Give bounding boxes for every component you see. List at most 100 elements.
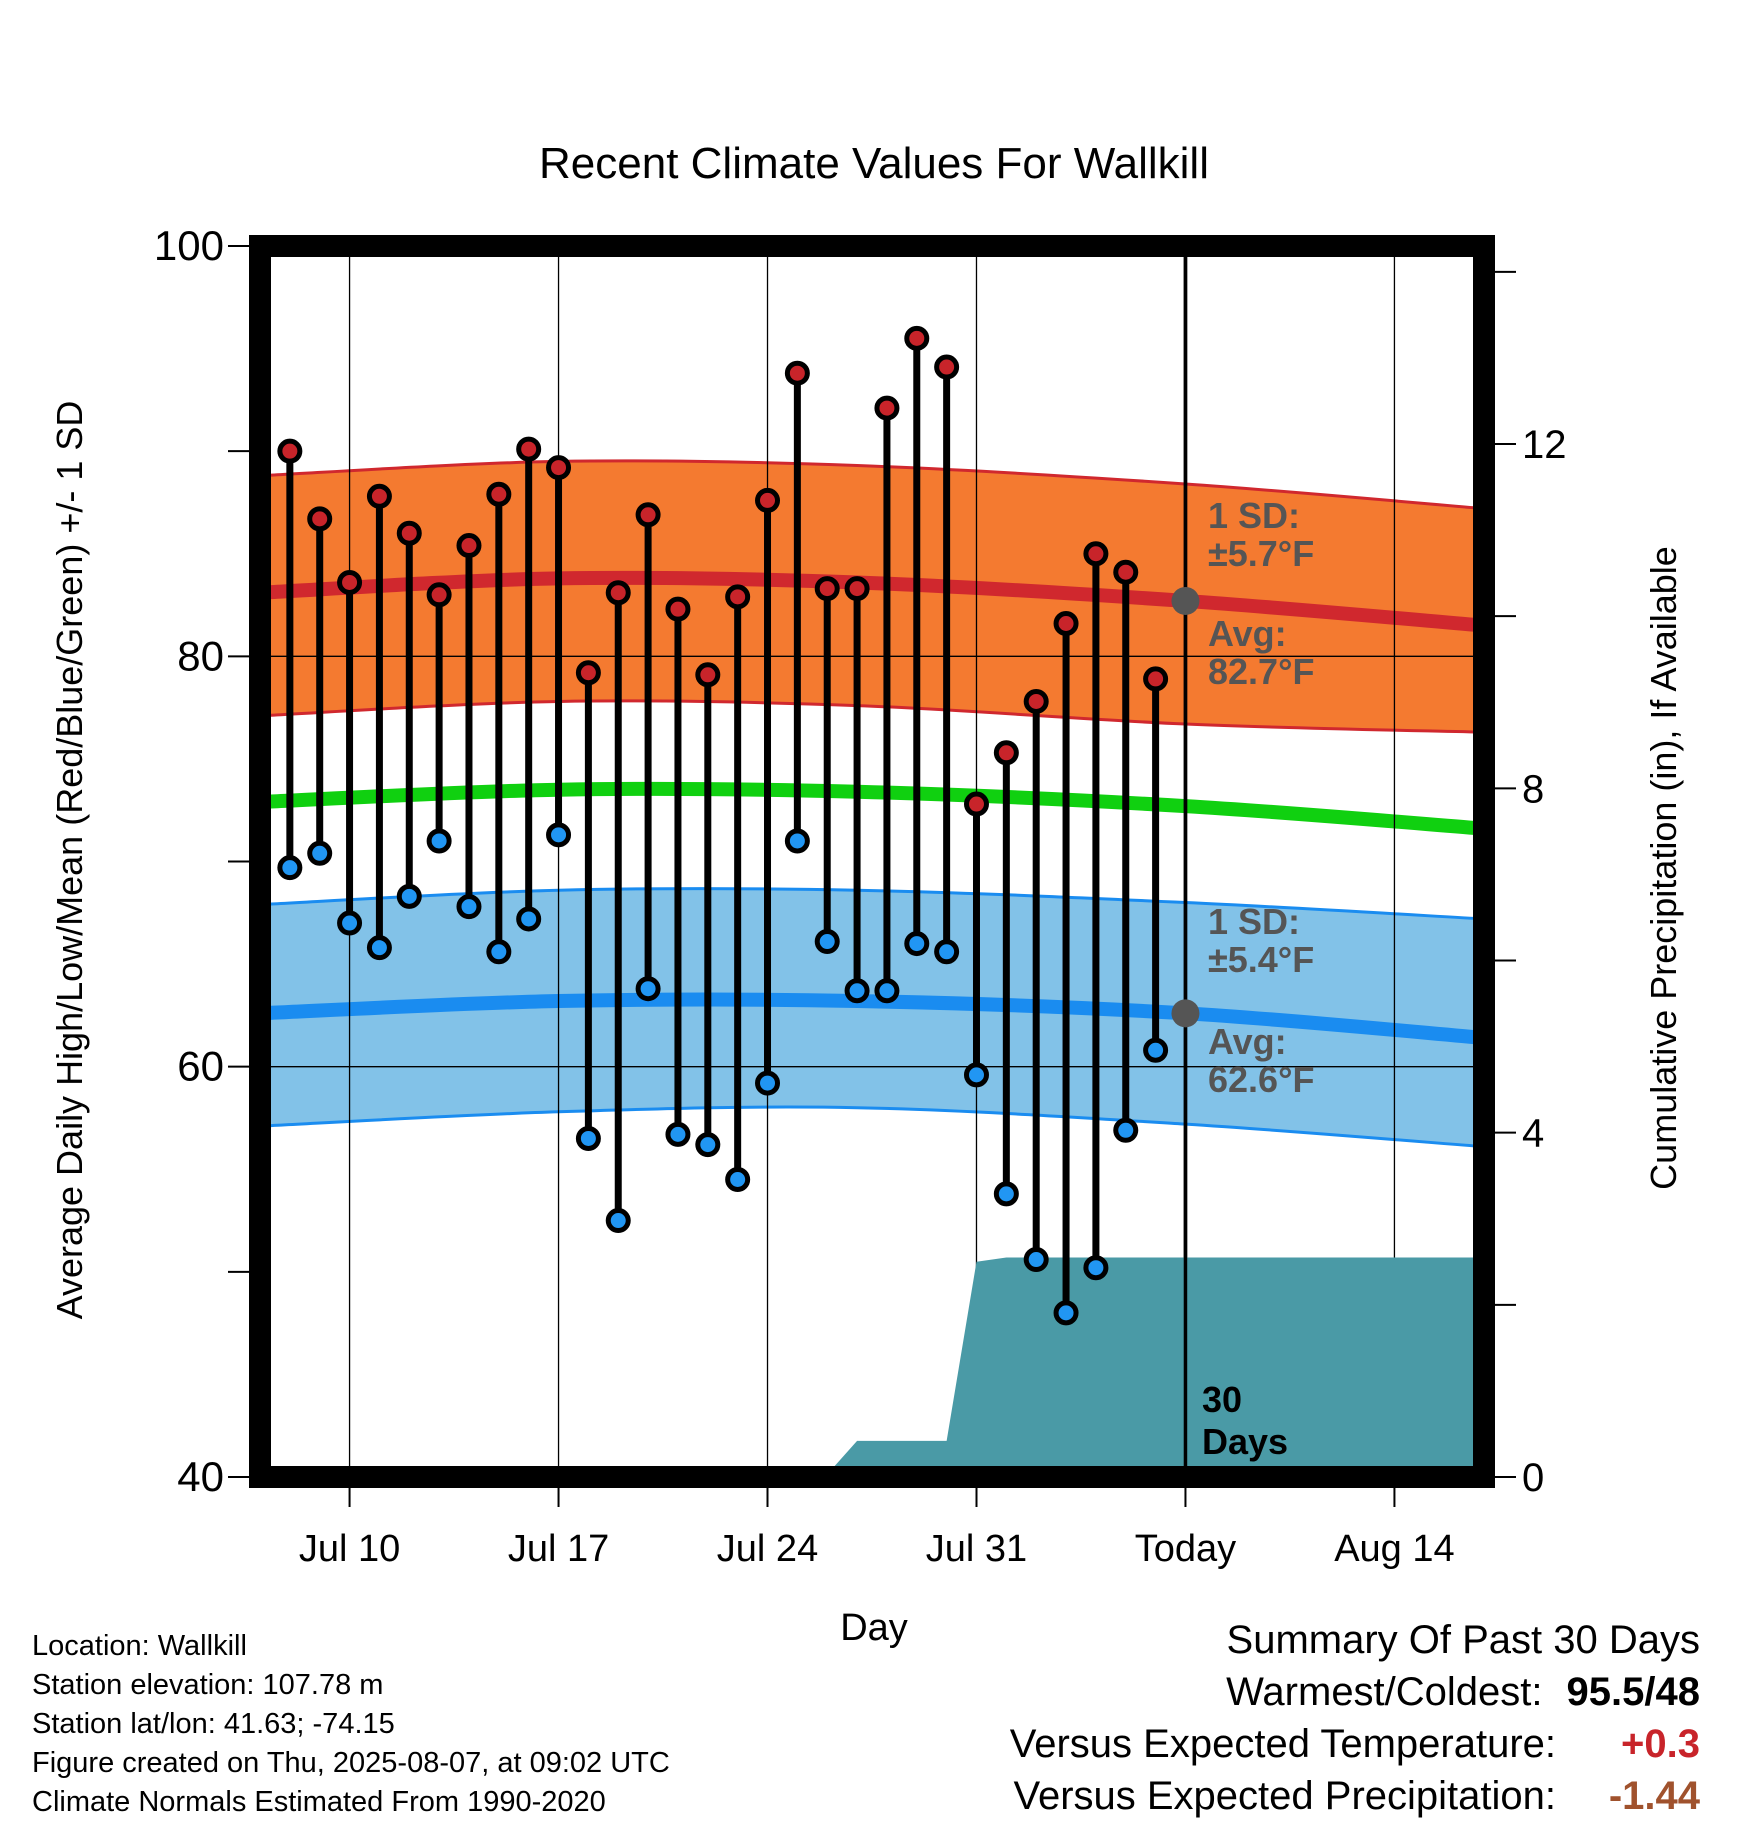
daily-high-point [605, 580, 631, 606]
daily-high-point [396, 520, 422, 546]
daily-high-point [874, 395, 900, 421]
daily-high-point [725, 584, 751, 610]
daily-low-point [844, 978, 870, 1004]
today-low-avg-marker [1171, 999, 1200, 1028]
daily-high-point [546, 455, 572, 481]
high-sd-band [260, 460, 1484, 733]
daily-low-point [963, 1062, 989, 1088]
daily-low-point [695, 1132, 721, 1158]
daily-high-point [1053, 611, 1079, 637]
daily-low-point [456, 894, 482, 920]
summary-temp-value: +0.3 [1621, 1722, 1700, 1766]
x-tick-label: Jul 24 [717, 1528, 818, 1570]
right-y-tick-label: 12 [1522, 423, 1567, 467]
right-y-tick-label: 4 [1522, 1112, 1544, 1156]
daily-low-point [575, 1125, 601, 1151]
daily-low-point [546, 822, 572, 848]
y-tick-label: 40 [177, 1453, 224, 1500]
daily-low-point [1053, 1300, 1079, 1326]
daily-low-point [605, 1208, 631, 1234]
daily-low-point [396, 883, 422, 909]
daily-high-point [665, 596, 691, 622]
right-y-tick-label: 8 [1522, 767, 1544, 811]
daily-low-point [516, 906, 542, 932]
precip-cumulative-area [289, 1257, 1485, 1477]
x-tick-label: Aug 14 [1334, 1528, 1454, 1570]
daily-low-point [874, 978, 900, 1004]
daily-high-point [695, 662, 721, 688]
y-tick-label: 60 [177, 1043, 224, 1090]
summary-warmest-value: 95.5/48 [1566, 1670, 1700, 1714]
daily-low-point [665, 1121, 691, 1147]
summary-precip-label: Versus Expected Precipitation: [1013, 1774, 1556, 1818]
daily-low-point [993, 1181, 1019, 1207]
high-avg-label: Avg: [1208, 613, 1287, 654]
daily-low-point [635, 976, 661, 1002]
daily-high-point [575, 660, 601, 686]
summary-precip-row: Versus Expected Precipitation: -1.44 [1013, 1774, 1700, 1819]
daily-high-point [963, 791, 989, 817]
x-tick-label: Jul 17 [508, 1528, 609, 1570]
low-sd-lower-edge [259, 1105, 1485, 1149]
precipitation-area [289, 246, 1485, 1477]
daily-low-point [934, 939, 960, 965]
right-y-axis-label: Cumulative Precipitation (in), If Availa… [1643, 546, 1684, 1190]
high-sd-upper-edge [259, 459, 1485, 511]
y-axis-label: Average Daily High/Low/Mean (Red/Blue/Gr… [49, 401, 90, 1320]
daily-high-point [337, 569, 363, 595]
daily-high-point [635, 502, 661, 528]
summary-warmest-label: Warmest/Coldest: [1226, 1670, 1543, 1714]
high-avg-value: 82.7°F [1208, 651, 1314, 692]
mean-line [259, 781, 1485, 836]
summary-title: Summary Of Past 30 Days [1226, 1618, 1700, 1662]
daily-low-point [366, 935, 392, 961]
info-normals: Climate Normals Estimated From 1990-2020 [32, 1786, 606, 1818]
chart-title: Recent Climate Values For Wallkill [539, 139, 1209, 188]
daily-high-point [993, 740, 1019, 766]
daily-high-point [784, 360, 810, 386]
today-days-label: 30 Days [1202, 1379, 1288, 1462]
daily-low-point [426, 828, 452, 854]
x-tick-label: Jul 31 [926, 1528, 1027, 1570]
daily-low-point [1113, 1117, 1139, 1143]
daily-low-point [277, 855, 303, 881]
daily-high-point [904, 325, 930, 351]
axis-ticks: 40 60 80 100 0 4 8 12 Jul 10 Jul 17 Jul 24 Jul 31 To… [154, 222, 1567, 1570]
plot-border [249, 235, 1495, 1488]
info-latlon: Station lat/lon: 41.63; -74.15 [32, 1708, 395, 1740]
daily-low-point [755, 1070, 781, 1096]
info-location: Location: Wallkill [32, 1630, 247, 1662]
today-label-line: Days [1202, 1421, 1288, 1462]
daily-range-stems [277, 325, 1169, 1326]
summary-temp-label: Versus Expected Temperature: [1009, 1722, 1556, 1766]
y-tick-label: 100 [154, 222, 224, 269]
summary-warmest-row: Warmest/Coldest: 95.5/48 [1226, 1670, 1700, 1715]
daily-high-point [844, 576, 870, 602]
daily-high-point [1113, 559, 1139, 585]
daily-high-point [814, 576, 840, 602]
high-sd-value: ±5.7°F [1208, 533, 1314, 574]
daily-high-point [486, 481, 512, 507]
daily-low-point [814, 929, 840, 955]
today-label-line: 30 [1202, 1379, 1242, 1420]
daily-high-point [516, 436, 542, 462]
daily-high-point [456, 533, 482, 559]
daily-high-point [277, 438, 303, 464]
daily-high-point [1023, 688, 1049, 714]
daily-low-point [307, 840, 333, 866]
y-tick-label: 80 [177, 632, 224, 679]
low-sd-value: ±5.4°F [1208, 939, 1314, 980]
daily-low-point [337, 910, 363, 936]
chart-labels: Recent Climate Values For Wallkill Day A… [49, 139, 1684, 1649]
daily-high-point [934, 354, 960, 380]
x-axis-label: Day [840, 1607, 908, 1649]
info-created: Figure created on Thu, 2025-08-07, at 09… [32, 1747, 670, 1779]
today-average-markers [1171, 586, 1200, 1028]
low-avg-label: Avg: [1208, 1021, 1287, 1062]
daily-high-point [1143, 666, 1169, 692]
high-sd-label: 1 SD: [1208, 495, 1300, 536]
x-tick-label: Jul 10 [299, 1528, 400, 1570]
low-sd-label: 1 SD: [1208, 901, 1300, 942]
low-avg-value: 62.6°F [1208, 1059, 1314, 1100]
